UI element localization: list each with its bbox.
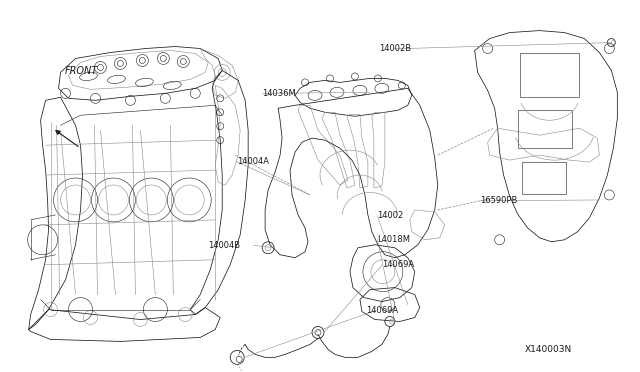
Bar — [518, 110, 572, 148]
Text: 14002: 14002 — [378, 211, 404, 220]
Bar — [520, 52, 579, 97]
Text: 14004B: 14004B — [208, 241, 241, 250]
Text: L4018M: L4018M — [378, 235, 410, 244]
Text: 14004A: 14004A — [237, 157, 269, 166]
Text: 14069A: 14069A — [383, 260, 415, 269]
Text: 14002B: 14002B — [379, 44, 411, 53]
Text: 14036M: 14036M — [262, 89, 296, 98]
Text: 16590PB: 16590PB — [479, 196, 517, 205]
Text: X140003N: X140003N — [524, 344, 572, 353]
Text: FRONT: FRONT — [65, 66, 98, 76]
Bar — [522, 162, 566, 194]
Text: 14069A: 14069A — [366, 306, 398, 315]
